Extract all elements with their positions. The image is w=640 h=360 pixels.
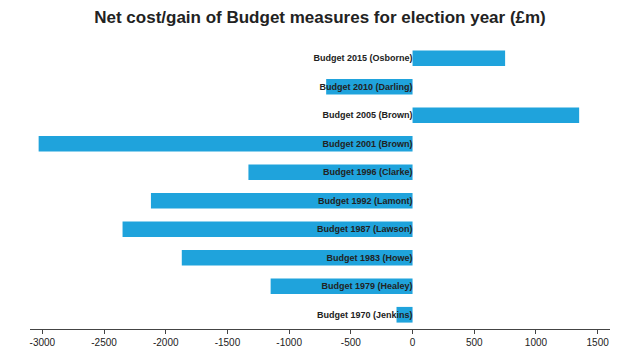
svg-text:1000: 1000 (525, 337, 548, 348)
svg-text:-1000: -1000 (276, 337, 302, 348)
svg-text:Budget 2005 (Brown): Budget 2005 (Brown) (323, 110, 413, 120)
svg-text:-2500: -2500 (91, 337, 117, 348)
svg-text:Budget 2010 (Darling): Budget 2010 (Darling) (320, 82, 413, 92)
svg-text:Budget 1970 (Jenkins): Budget 1970 (Jenkins) (317, 310, 413, 320)
svg-text:Budget 1987 (Lawson): Budget 1987 (Lawson) (317, 224, 413, 234)
svg-text:Budget 2001 (Brown): Budget 2001 (Brown) (323, 139, 413, 149)
svg-text:0: 0 (410, 337, 416, 348)
svg-text:Budget 1983 (Howe): Budget 1983 (Howe) (327, 253, 413, 263)
svg-text:Budget 2015 (Osborne): Budget 2015 (Osborne) (314, 53, 413, 63)
svg-text:Net cost/gain of Budget measur: Net cost/gain of Budget measures for ele… (94, 8, 546, 27)
svg-text:Budget 1992 (Lamont): Budget 1992 (Lamont) (318, 196, 413, 206)
svg-text:-1500: -1500 (215, 337, 241, 348)
svg-text:Budget 1996 (Clarke): Budget 1996 (Clarke) (323, 167, 413, 177)
svg-text:1500: 1500 (587, 337, 610, 348)
svg-text:Budget 1979 (Healey): Budget 1979 (Healey) (322, 281, 413, 291)
svg-text:-2000: -2000 (153, 337, 179, 348)
svg-text:-3000: -3000 (30, 337, 56, 348)
svg-text:-500: -500 (341, 337, 361, 348)
svg-text:500: 500 (466, 337, 483, 348)
